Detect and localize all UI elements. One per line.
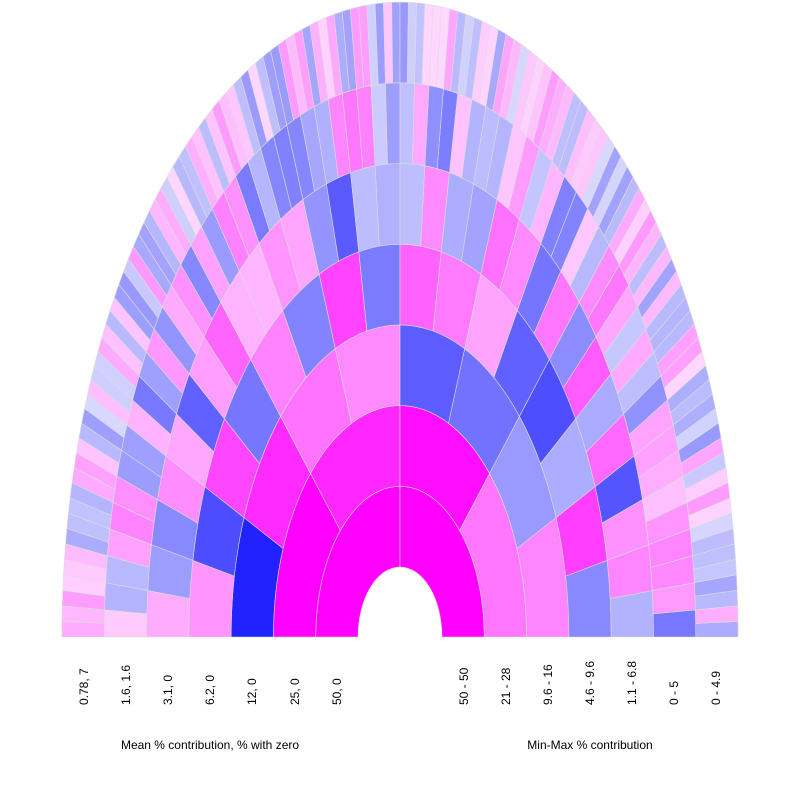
left-ring-label-6: 1.6, 1.6 bbox=[119, 665, 133, 705]
left-half-segments bbox=[61, 1, 401, 638]
left-ring-6-cell bbox=[103, 609, 148, 638]
right-ring-6-cell bbox=[652, 609, 697, 638]
left-ring-label-5: 3.1, 0 bbox=[161, 675, 175, 705]
left-ring-6-cell bbox=[385, 82, 401, 165]
right-ring-7-cell bbox=[695, 621, 739, 638]
left-ring-label-2: 25, 0 bbox=[288, 678, 302, 705]
right-ring-label-5: 1.1 - 6.8 bbox=[625, 661, 639, 705]
left-ring-label-3: 12, 0 bbox=[245, 678, 259, 705]
left-ring-7-cell bbox=[391, 1, 401, 84]
left-ring-labels: 50, 0 25, 0 12, 0 6.2, 0 3.1, 0 1.6, 1.6… bbox=[77, 665, 344, 705]
left-ring-label-4: 6.2, 0 bbox=[203, 675, 217, 705]
right-axis-title: Min-Max % contribution bbox=[527, 738, 652, 752]
right-ring-label-2: 21 - 28 bbox=[499, 667, 513, 705]
left-ring-5-cell bbox=[374, 163, 401, 247]
right-ring-7-cell bbox=[399, 1, 409, 84]
left-axis-title: Mean % contribution, % with zero bbox=[121, 738, 299, 752]
left-ring-label-7: 0.78, 7 bbox=[77, 668, 91, 705]
right-ring-label-4: 4.6 - 9.6 bbox=[583, 661, 597, 705]
right-ring-5-cell bbox=[399, 163, 426, 247]
right-ring-label-6: 0 - 5 bbox=[667, 681, 681, 705]
left-ring-label-1: 50, 0 bbox=[330, 678, 344, 705]
right-ring-label-3: 9.6 - 16 bbox=[541, 664, 555, 705]
right-ring-label-7: 0 - 4.9 bbox=[709, 671, 723, 705]
right-half-segments bbox=[399, 1, 739, 638]
right-ring-6-cell bbox=[399, 82, 415, 165]
right-ring-labels: 50 - 50 21 - 28 9.6 - 16 4.6 - 9.6 1.1 -… bbox=[457, 661, 723, 705]
left-ring-7-cell bbox=[61, 621, 105, 638]
right-ring-label-1: 50 - 50 bbox=[457, 667, 471, 705]
